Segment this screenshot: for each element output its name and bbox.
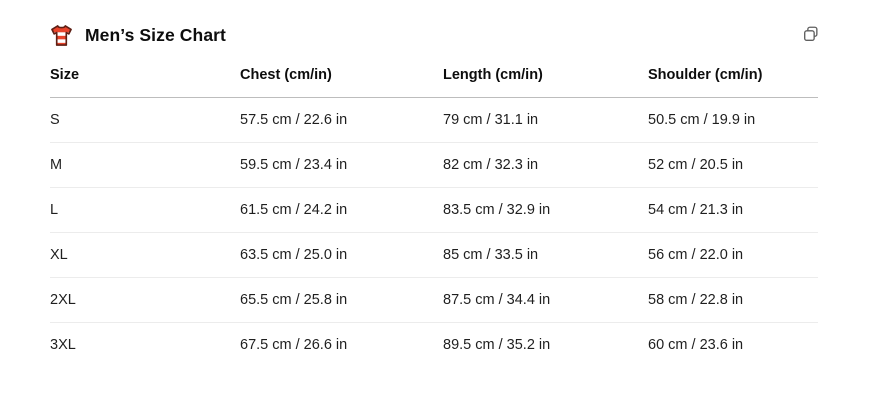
size-chart-panel: Men’s Size Chart Size Chest (cm/in) Leng… [50,24,818,368]
size-cell: M [50,142,240,188]
length-cell: 82 cm / 32.3 in [443,142,648,188]
chest-cell: 67.5 cm / 26.6 in [240,337,348,354]
shoulder-cell: 56 cm / 22.0 in [648,232,818,278]
shoulder-cell: 60 cm / 23.6 in [648,337,744,354]
size-cell: XL [50,232,240,278]
shoulder-cell: 52 cm / 20.5 in [648,142,818,188]
page-title: Men’s Size Chart [85,25,226,45]
shoulder-cell: 54 cm / 21.3 in [648,187,818,233]
table-row: 2XL 65.5 cm / 25.8 in 87.5 cm / 34.4 in 58 … [50,277,818,323]
length-cell: 83.5 cm / 32.9 in [443,187,648,233]
size-chart-table: Size Chest (cm/in) Length (cm/in) Should… [50,63,818,368]
size-cell: L [50,187,240,233]
column-header-chest: Chest (cm/in) [240,63,443,98]
title-row: Men’s Size Chart [50,24,818,47]
size-cell: S [50,97,240,143]
column-header-shoulder: Shoulder (cm/in) [648,63,818,98]
length-cell: 79 cm / 31.1 in [443,97,648,143]
table-body: S 57.5 cm / 22.6 in 79 cm / 31.1 in 50.5 cm… [50,97,818,368]
length-cell: 85 cm / 33.5 in [443,232,648,278]
length-cell: 89.5 cm / 35.2 in [443,337,551,354]
chest-cell: 57.5 cm / 22.6 in [240,97,443,143]
shoulder-cell: 50.5 cm / 19.9 in [648,97,818,143]
table-row: M 59.5 cm / 23.4 in 82 cm / 32.3 in 52 cm /… [50,142,818,188]
size-cell: 2XL [50,277,240,323]
table-row: S 57.5 cm / 22.6 in 79 cm / 31.1 in 50.5 cm… [50,97,818,143]
chest-cell: 59.5 cm / 23.4 in [240,142,443,188]
chest-cell: 61.5 cm / 24.2 in [240,187,443,233]
table-header: Size Chest (cm/in) Length (cm/in) Should… [50,63,818,98]
table-row: 3XL 67.5 cm / 26.6 in 89.5 cm / 35.2 in 60 … [50,323,818,368]
table-row: XL 63.5 cm / 25.0 in 85 cm / 33.5 in 56 cm … [50,232,818,278]
chest-cell: 63.5 cm / 25.0 in [240,232,443,278]
tshirt-icon [50,24,73,47]
copy-icon[interactable] [798,21,824,47]
chest-cell: 65.5 cm / 25.8 in [240,277,443,323]
column-header-size: Size [50,63,240,98]
table-row: L 61.5 cm / 24.2 in 83.5 cm / 32.9 in 54 cm… [50,187,818,233]
shoulder-cell: 58 cm / 22.8 in [648,277,818,323]
size-cell: 3XL [50,337,76,354]
column-header-length: Length (cm/in) [443,63,648,98]
length-cell: 87.5 cm / 34.4 in [443,277,648,323]
